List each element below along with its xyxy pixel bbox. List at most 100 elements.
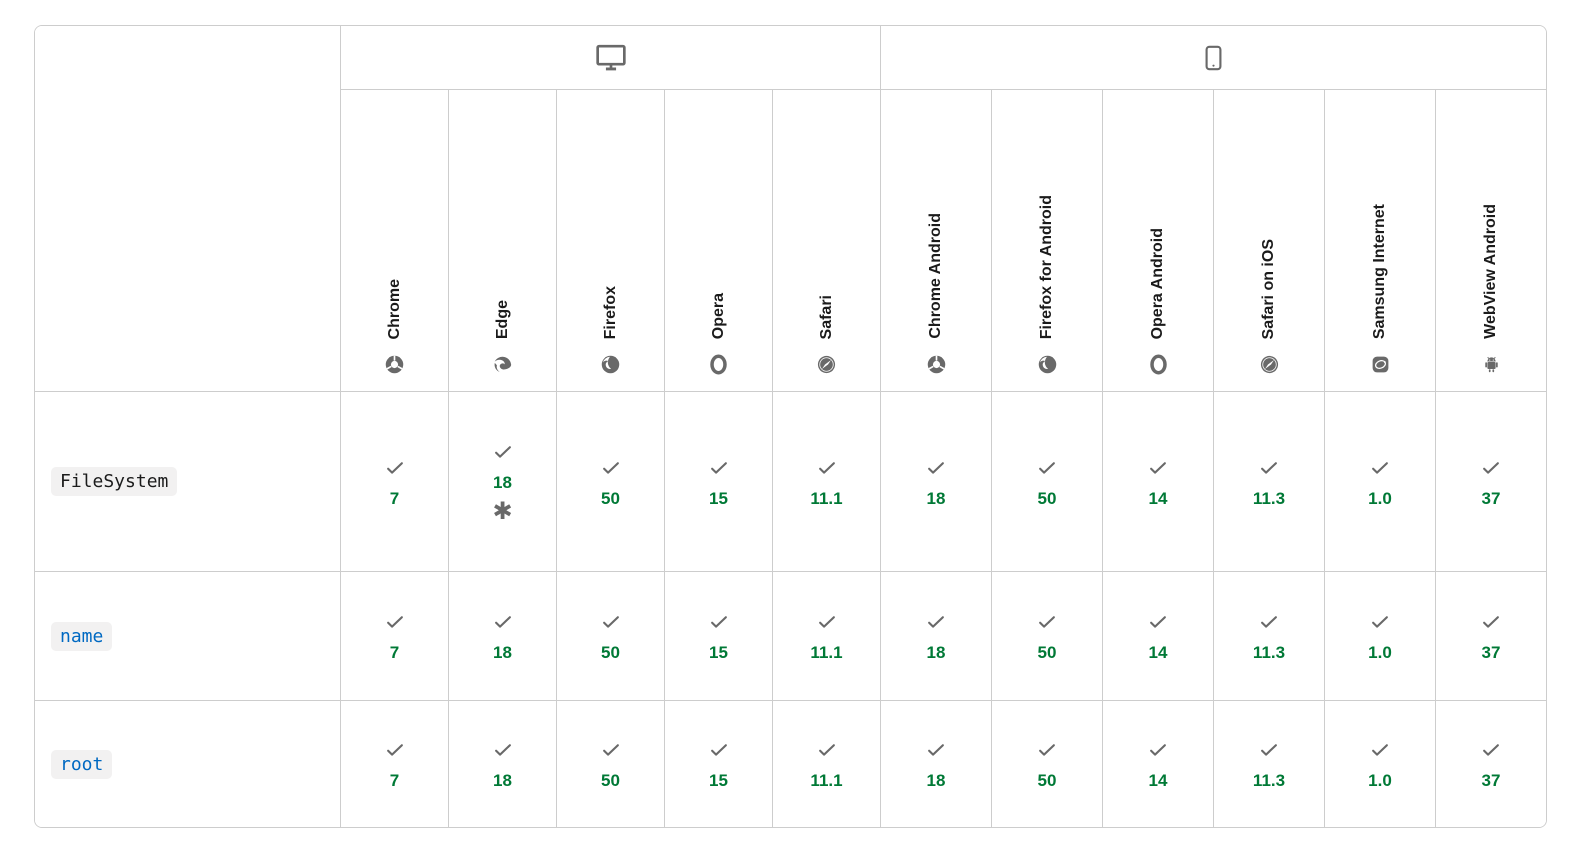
support-cell[interactable]: 37: [1435, 391, 1546, 572]
support-cell[interactable]: 14: [1102, 391, 1214, 572]
support-cell[interactable]: 11.1: [772, 571, 881, 701]
version-label: 50: [601, 771, 620, 790]
support-cell[interactable]: 50: [556, 700, 665, 827]
firefox-icon: [1037, 353, 1058, 375]
check-icon: [925, 611, 947, 633]
version-label: 7: [389, 488, 400, 508]
version-label: 14: [1148, 488, 1168, 508]
support-cell[interactable]: 1.0: [1324, 700, 1436, 827]
feature-link-name[interactable]: name: [51, 621, 113, 651]
support-cell[interactable]: 15: [664, 700, 773, 827]
version-label: 15: [709, 771, 728, 790]
browser-header-safari: Safari: [772, 89, 881, 392]
support-cell[interactable]: 50: [991, 571, 1103, 701]
support-cell[interactable]: 18: [448, 571, 557, 701]
browser-header-edge: Edge: [448, 89, 557, 392]
version-label: 15: [709, 643, 728, 662]
safari-icon: [1259, 353, 1280, 375]
version-label: 11.3: [1252, 771, 1286, 790]
version-label: 11.3: [1252, 643, 1286, 662]
chrome-icon: [926, 353, 947, 375]
support-cell[interactable]: 37: [1435, 700, 1546, 827]
version-label: 18: [493, 771, 512, 790]
support-cell[interactable]: 1.0: [1324, 391, 1436, 572]
version-label: 50: [1037, 643, 1057, 662]
samsung-internet-icon: [1370, 353, 1391, 375]
opera-icon: [708, 353, 729, 375]
support-cell[interactable]: 18: [880, 571, 992, 701]
check-icon: [1480, 739, 1502, 761]
support-cell[interactable]: 11.3: [1213, 700, 1325, 827]
support-cell[interactable]: 11.3: [1213, 571, 1325, 701]
support-cell[interactable]: 18: [448, 700, 557, 827]
support-cell[interactable]: 7: [340, 391, 449, 572]
browser-label: Samsung Internet: [1371, 203, 1388, 339]
version-label: 37: [1481, 643, 1501, 662]
check-icon: [1369, 457, 1391, 479]
check-icon: [384, 457, 406, 479]
support-cell[interactable]: 50: [991, 391, 1103, 572]
version-label: 37: [1481, 771, 1501, 790]
feature-name-root: root: [35, 700, 341, 827]
browser-header-firefox-android: Firefox for Android: [991, 89, 1103, 392]
support-cell[interactable]: 15: [664, 571, 773, 701]
support-cell[interactable]: 15: [664, 391, 773, 572]
check-icon: [600, 611, 622, 633]
browser-header-firefox: Firefox: [556, 89, 665, 392]
browser-header-webview-android: WebView Android: [1435, 89, 1546, 392]
check-icon: [1147, 739, 1169, 761]
browser-header-opera-android: Opera Android: [1102, 89, 1214, 392]
firefox-icon: [600, 353, 621, 375]
support-cell[interactable]: 37: [1435, 571, 1546, 701]
support-cell[interactable]: 11.3: [1213, 391, 1325, 572]
check-icon: [925, 739, 947, 761]
browser-label: Safari on iOS: [1260, 238, 1277, 339]
browser-label: Edge: [493, 299, 511, 339]
support-cell[interactable]: 50: [556, 571, 665, 701]
browser-header-safari-ios: Safari on iOS: [1213, 89, 1325, 392]
support-cell[interactable]: 18 ✱: [448, 391, 557, 572]
check-icon: [925, 457, 947, 479]
support-cell[interactable]: 50: [991, 700, 1103, 827]
version-label: 14: [1148, 643, 1168, 662]
browser-label: WebView Android: [1482, 204, 1499, 339]
browser-label: Opera: [709, 292, 727, 339]
support-cell[interactable]: 7: [340, 571, 449, 701]
version-label: 11.1: [810, 643, 843, 662]
opera-icon: [1148, 353, 1169, 375]
version-label: 11.1: [810, 771, 843, 790]
version-label: 11.1: [810, 488, 843, 508]
version-label: 14: [1148, 771, 1168, 790]
feature-link-root[interactable]: root: [51, 749, 113, 779]
safari-icon: [816, 353, 837, 375]
platform-group-mobile: [880, 26, 1546, 90]
check-icon: [1036, 457, 1058, 479]
version-label: 50: [1037, 488, 1057, 508]
support-cell[interactable]: 18: [880, 700, 992, 827]
browser-header-opera: Opera: [664, 89, 773, 392]
support-cell[interactable]: 18: [880, 391, 992, 572]
check-icon: [1036, 739, 1058, 761]
browser-label: Firefox for Android: [1038, 194, 1055, 339]
support-cell[interactable]: 14: [1102, 700, 1214, 827]
check-icon: [816, 457, 838, 479]
chrome-icon: [384, 353, 405, 375]
support-cell[interactable]: 11.1: [772, 700, 881, 827]
support-cell[interactable]: 14: [1102, 571, 1214, 701]
feature-name-name: name: [35, 571, 341, 701]
table-row: name 7 18 50 15 11.1: [35, 571, 1546, 701]
browser-label: Firefox: [601, 285, 619, 339]
browser-label: Opera Android: [1149, 227, 1166, 339]
check-icon: [384, 611, 406, 633]
check-icon: [492, 611, 514, 633]
support-cell[interactable]: 11.1: [772, 391, 881, 572]
table-row: FileSystem 7 18 ✱ 50 15 11.1: [35, 391, 1546, 572]
check-icon: [1147, 611, 1169, 633]
support-cell[interactable]: 50: [556, 391, 665, 572]
check-icon: [1258, 457, 1280, 479]
version-label: 50: [1037, 771, 1057, 790]
check-icon: [1258, 739, 1280, 761]
support-cell[interactable]: 7: [340, 700, 449, 827]
version-label: 15: [709, 488, 728, 508]
support-cell[interactable]: 1.0: [1324, 571, 1436, 701]
